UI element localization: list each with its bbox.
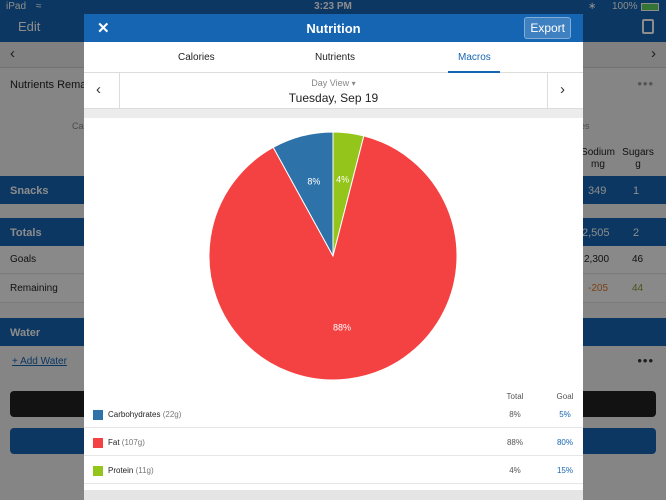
battery-icon — [641, 3, 659, 11]
active-tab-indicator — [448, 71, 500, 73]
battery-percent: 100% — [612, 1, 638, 12]
legend-name: Carbohydrates — [108, 410, 163, 419]
modal-title: Nutrition — [306, 21, 361, 36]
chevron-down-icon: ▾ — [351, 79, 356, 88]
legend-header-goal: Goal — [556, 392, 574, 401]
legend-amount: (22g) — [162, 410, 182, 419]
day-view-dropdown[interactable]: Day View ▾ — [84, 78, 583, 88]
nutrients-remaining-label: Nutrients Remai — [10, 79, 89, 91]
section-divider — [84, 109, 583, 118]
next-day-icon[interactable]: › — [651, 45, 656, 62]
chevron-left-icon: ‹ — [96, 81, 101, 98]
day-selector: ‹ Day View ▾ Tuesday, Sep 19 › — [84, 73, 583, 109]
status-bar: iPad ≈ 3:23 PM ∗ 100% — [0, 0, 666, 14]
pie-label-fat: 88% — [333, 322, 351, 332]
pie-slice-fat — [208, 135, 458, 381]
legend-row-fat: Fat (107g) 88% 80% — [84, 428, 583, 456]
pie-chart-svg: 4% 88% 8% — [208, 131, 458, 381]
legend-label: Fat (107g) — [108, 438, 145, 447]
wifi-icon: ≈ — [36, 1, 42, 12]
water-more-icon[interactable]: ••• — [637, 353, 654, 368]
next-day-button[interactable]: › — [547, 73, 583, 108]
legend-label: Protein (11g) — [108, 466, 154, 475]
tab-macros[interactable]: Macros — [458, 52, 491, 63]
device-label: iPad — [6, 1, 27, 12]
legend-goal: 5% — [559, 410, 571, 419]
pie-label-protein: 4% — [336, 175, 349, 185]
legend-row-carbohydrates: Carbohydrates (22g) 8% 5% — [84, 400, 583, 428]
tab-calories[interactable]: Calories — [178, 52, 215, 63]
legend-total: 8% — [509, 410, 521, 419]
calories-fragment: Ca — [72, 121, 84, 131]
legend-amount: (107g) — [121, 438, 145, 447]
legend-total: 4% — [509, 466, 521, 475]
legend-header-total: Total — [506, 392, 524, 401]
edit-button[interactable]: Edit — [18, 19, 41, 34]
legend-goal: 80% — [556, 438, 573, 447]
legend-total: 88% — [506, 438, 523, 447]
legend-swatch — [93, 410, 103, 420]
status-time: 3:23 PM — [314, 1, 352, 12]
legend-label: Carbohydrates (22g) — [108, 410, 181, 419]
tab-bar: Calories Nutrients Macros — [84, 42, 583, 73]
export-button[interactable]: Export — [524, 17, 571, 39]
legend-name: Fat — [108, 438, 122, 447]
tab-nutrients[interactable]: Nutrients — [315, 52, 356, 63]
add-water-link[interactable]: + Add Water — [12, 356, 67, 367]
prev-day-icon[interactable]: ‹ — [10, 45, 15, 62]
legend-goal: 15% — [556, 466, 573, 475]
es-fragment: es — [580, 121, 590, 131]
legend-row-protein: Protein (11g) 4% 15% — [84, 456, 583, 484]
legend-amount: (11g) — [135, 466, 154, 475]
modal-bottom-bar — [84, 490, 583, 500]
col-sugars: Sugars g — [622, 147, 654, 170]
modal-header: ✕ Nutrition Export — [84, 14, 583, 42]
macros-pie-chart: 4% 88% 8% — [84, 118, 583, 388]
chevron-right-icon: › — [560, 81, 565, 98]
selected-date: Tuesday, Sep 19 — [288, 91, 379, 105]
bluetooth-icon: ∗ — [588, 1, 597, 12]
pie-label-carbohydrates: 8% — [307, 177, 320, 187]
day-view-label: Day View — [311, 78, 350, 88]
legend-swatch — [93, 466, 103, 476]
prev-day-button[interactable]: ‹ — [84, 73, 120, 108]
legend-swatch — [93, 438, 103, 448]
col-sodium: Sodium mg — [581, 147, 615, 170]
more-options-icon[interactable]: ••• — [637, 76, 654, 91]
pie-slice-carbohydrates — [272, 131, 334, 257]
nutrition-modal: ✕ Nutrition Export Calories Nutrients Ma… — [84, 14, 583, 500]
save-icon[interactable] — [642, 19, 654, 34]
close-icon[interactable]: ✕ — [97, 20, 110, 37]
legend-name: Protein — [108, 466, 136, 475]
